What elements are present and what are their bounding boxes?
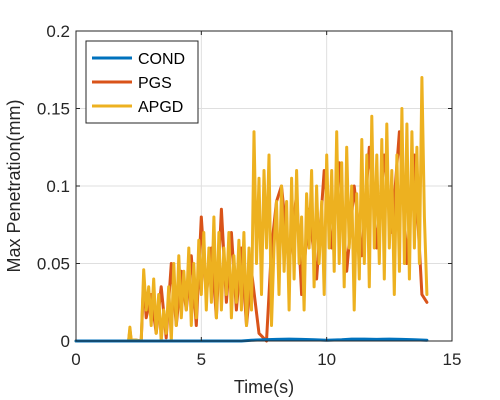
series-line-apgd [74, 76, 429, 343]
y-tick-label: 0 [61, 332, 70, 351]
x-tick-labels: 0 5 10 15 [71, 350, 461, 369]
x-tick-label: 5 [197, 350, 206, 369]
y-tick-label: 0.2 [46, 22, 70, 41]
y-tick-label: 0.05 [37, 255, 70, 274]
x-axis-label: Time(s) [234, 377, 294, 397]
x-tick-label: 10 [317, 350, 336, 369]
x-tick-label: 0 [71, 350, 80, 369]
y-tick-label: 0.15 [37, 100, 70, 119]
legend-label-apgd: APGD [138, 99, 183, 116]
y-tick-labels: 0 0.05 0.1 0.15 0.2 [37, 22, 70, 351]
legend-label-cond: COND [138, 51, 185, 68]
legend: COND PGS APGD [85, 40, 199, 124]
y-axis-label: Max Penetration(mm) [4, 99, 24, 272]
legend-label-pgs: PGS [138, 75, 172, 92]
y-tick-label: 0.1 [46, 177, 70, 196]
x-tick-label: 15 [443, 350, 462, 369]
axis-ticks [75, 30, 453, 342]
